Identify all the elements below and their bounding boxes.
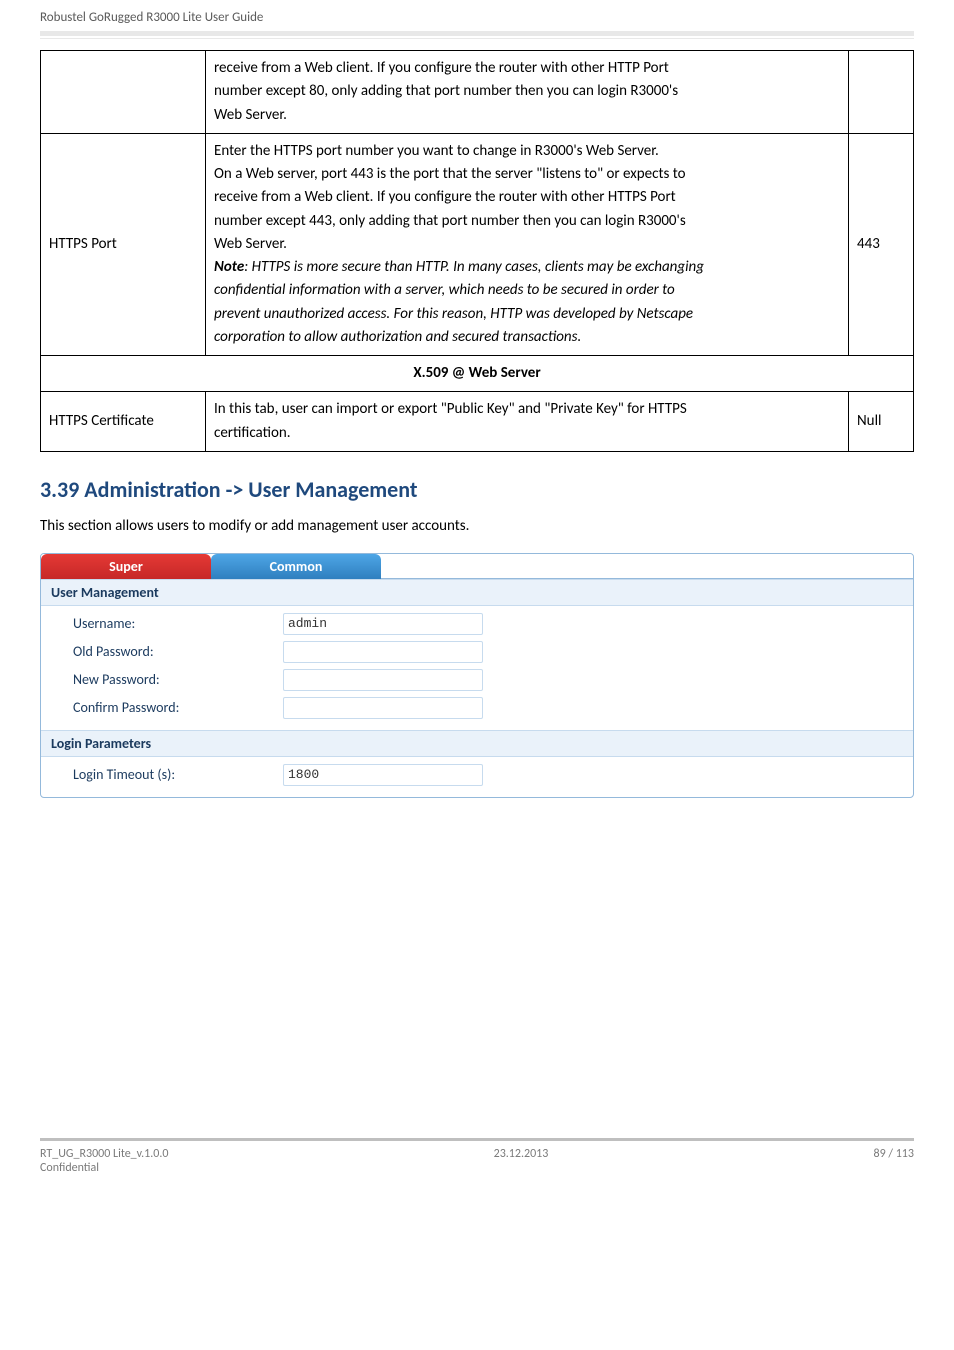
cell-value (849, 51, 914, 134)
txt: certification. (214, 424, 291, 442)
txt: 89 / 113 (874, 1147, 914, 1161)
doc-running-header: Robustel GoRugged R3000 Lite User Guide (0, 0, 954, 31)
txt: 443 (857, 235, 880, 253)
txt: receive from a Web client. If you config… (214, 59, 669, 77)
txt: This section allows users to modify or a… (40, 517, 469, 535)
doc-title: Robustel GoRugged R3000 Lite User Guide (40, 10, 263, 25)
label-username: Username: (73, 615, 283, 632)
label-confpw: Confirm Password: (73, 699, 283, 716)
header-underline (40, 31, 914, 36)
form-body: Username: Old Password: New Password: Co… (41, 606, 913, 730)
txt: Login Parameters (51, 735, 151, 752)
cell-desc: In this tab, user can import or export "… (206, 392, 849, 452)
tab-label: Super (109, 558, 143, 575)
input-login-timeout[interactable] (283, 764, 483, 786)
page-footer: RT_UG_R3000 Lite_v.1.0.0 Confidential 23… (40, 1138, 914, 1175)
input-oldpw[interactable] (283, 641, 483, 663)
txt: X.509 @ Web Server (413, 364, 540, 382)
row-login-timeout: Login Timeout (s): (51, 761, 903, 789)
section-lead: This section allows users to modify or a… (40, 517, 914, 535)
txt: Null (857, 412, 881, 430)
txt: confidential information with a server, … (214, 281, 675, 299)
table-row: HTTPS Port Enter the HTTPS port number y… (41, 133, 914, 355)
cell-label: HTTPS Port (41, 133, 206, 355)
txt: 23.12.2013 (494, 1147, 549, 1161)
group-header-user-mgmt: User Management (41, 579, 913, 606)
txt: corporation to allow authorization and s… (214, 328, 581, 346)
group-header-login-params: Login Parameters (41, 730, 913, 757)
txt: User Management (51, 584, 159, 601)
row-username: Username: (51, 610, 903, 638)
footer-left: RT_UG_R3000 Lite_v.1.0.0 Confidential (40, 1147, 168, 1175)
txt: number except 80, only adding that port … (214, 82, 678, 100)
txt: number except 443, only adding that port… (214, 212, 686, 230)
footer-right: 89 / 113 (874, 1147, 914, 1175)
table-row: receive from a Web client. If you config… (41, 51, 914, 134)
row-newpw: New Password: (51, 666, 903, 694)
txt: In this tab, user can import or export "… (214, 400, 687, 418)
input-confpw[interactable] (283, 697, 483, 719)
txt: Confidential (40, 1161, 99, 1175)
table-section-header-row: X.509 @ Web Server (41, 356, 914, 392)
txt: Enter the HTTPS port number you want to … (214, 142, 659, 160)
input-username[interactable] (283, 613, 483, 635)
txt: HTTPS Port (49, 235, 117, 253)
txt: Web Server. (214, 235, 287, 253)
txt: receive from a Web client. If you config… (214, 188, 676, 206)
label-oldpw: Old Password: (73, 643, 283, 660)
txt: 3.39 Administration -> User Management (40, 476, 417, 503)
tab-bar: Super Common (41, 554, 913, 579)
cell-label: HTTPS Certificate (41, 392, 206, 452)
tab-super[interactable]: Super (41, 554, 211, 579)
tab-label: Common (270, 558, 323, 575)
params-table: receive from a Web client. If you config… (40, 50, 914, 452)
row-confpw: Confirm Password: (51, 694, 903, 722)
input-newpw[interactable] (283, 669, 483, 691)
cell-empty (41, 51, 206, 134)
txt: HTTPS Certificate (49, 412, 154, 430)
label-login-timeout: Login Timeout (s): (73, 766, 283, 783)
tab-common[interactable]: Common (211, 554, 381, 579)
form-body: Login Timeout (s): (41, 757, 913, 797)
footer-center: 23.12.2013 (494, 1147, 549, 1175)
note-line: Note: HTTPS is more secure than HTTP. In… (214, 258, 704, 276)
cell-value: 443 (849, 133, 914, 355)
table-row: HTTPS Certificate In this tab, user can … (41, 392, 914, 452)
txt: prevent unauthorized access. For this re… (214, 305, 693, 323)
row-oldpw: Old Password: (51, 638, 903, 666)
txt: RT_UG_R3000 Lite_v.1.0.0 (40, 1147, 168, 1161)
note-bold: Note (214, 258, 244, 276)
user-mgmt-panel: Super Common User Management Username: O… (40, 553, 914, 798)
cell-value: Null (849, 392, 914, 452)
txt: Web Server. (214, 106, 287, 124)
cell-desc: receive from a Web client. If you config… (206, 51, 849, 134)
txt: : HTTPS is more secure than HTTP. In man… (244, 258, 704, 276)
table-section-header: X.509 @ Web Server (41, 356, 914, 392)
cell-desc: Enter the HTTPS port number you want to … (206, 133, 849, 355)
label-newpw: New Password: (73, 671, 283, 688)
section-heading: 3.39 Administration -> User Management (40, 476, 914, 503)
txt: On a Web server, port 443 is the port th… (214, 165, 686, 183)
